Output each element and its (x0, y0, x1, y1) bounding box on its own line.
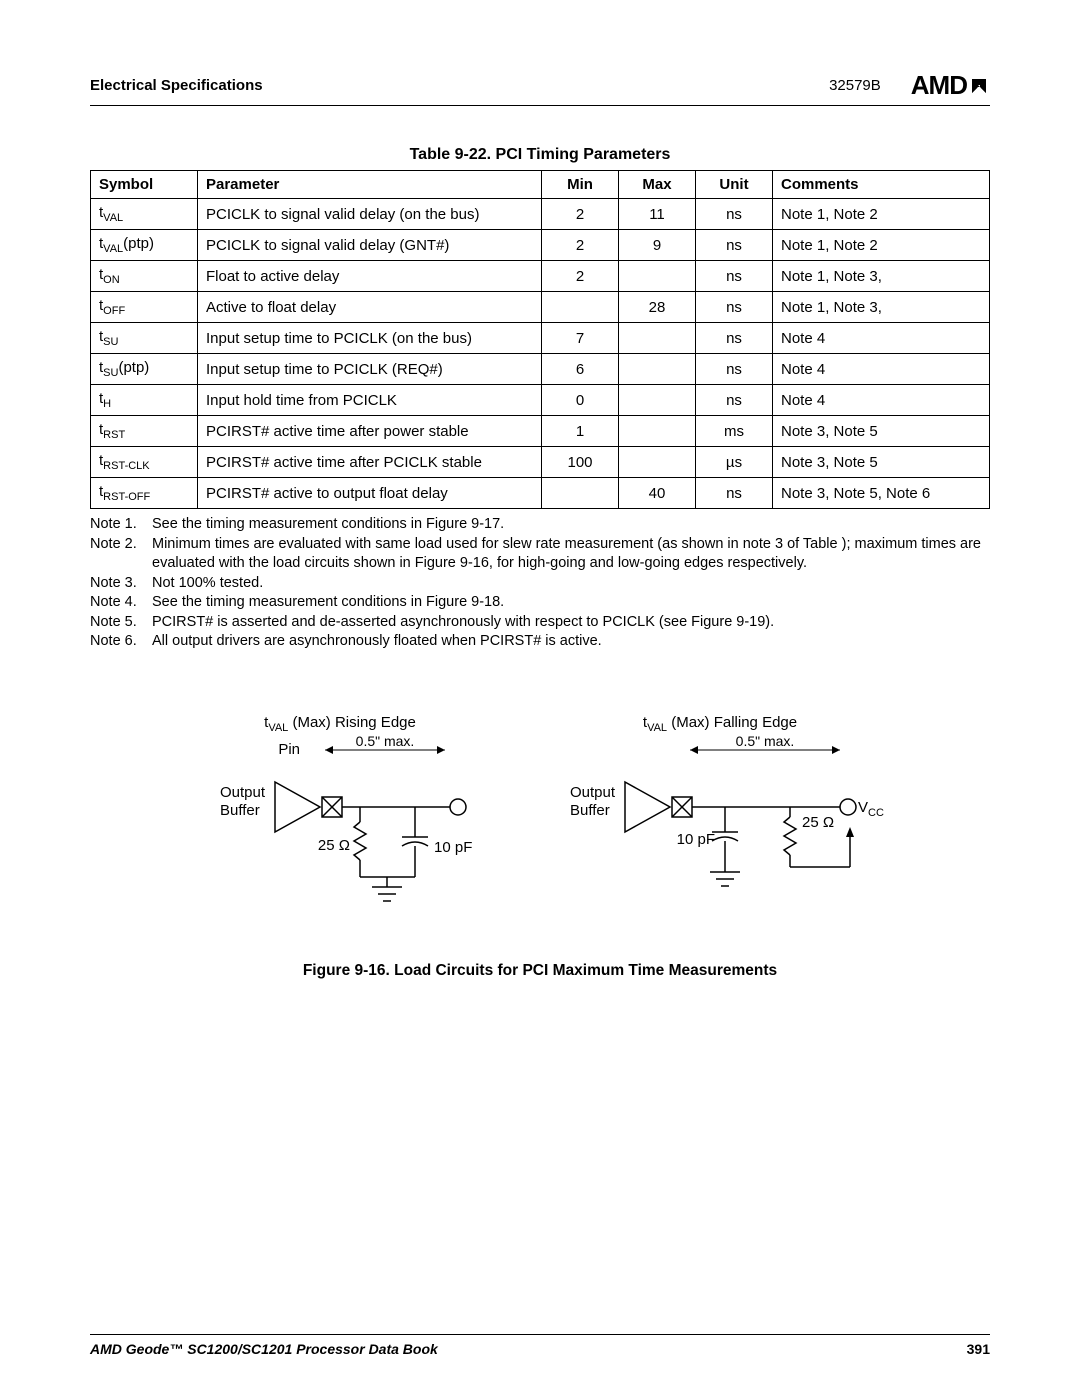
col-unit: Unit (696, 171, 773, 199)
footer-book-title: AMD Geode™ SC1200/SC1201 Processor Data … (90, 1341, 438, 1357)
note-row: Note 5.PCIRST# is asserted and de-assert… (90, 613, 990, 633)
note-row: Note 6.All output drivers are asynchrono… (90, 632, 990, 652)
svg-text:0.5" max.: 0.5" max. (356, 733, 415, 749)
table-row: tHInput hold time from PCICLK0nsNote 4 (91, 385, 990, 416)
svg-text:Pin: Pin (278, 741, 300, 758)
svg-text:0.5" max.: 0.5" max. (736, 733, 795, 749)
col-parameter: Parameter (198, 171, 542, 199)
circuit-left: tVAL (Max) Rising Edge Pin 0.5" max. Out… (190, 712, 490, 932)
pci-timing-table: Symbol Parameter Min Max Unit Comments t… (90, 170, 990, 509)
col-max: Max (619, 171, 696, 199)
svg-text:OutputBuffer: OutputBuffer (220, 784, 266, 819)
table-row: tRSTPCIRST# active time after power stab… (91, 416, 990, 447)
page-header: Electrical Specifications 32579B AMD (90, 70, 990, 106)
table-row: tRST-CLKPCIRST# active time after PCICLK… (91, 447, 990, 478)
figure-caption: Figure 9-16. Load Circuits for PCI Maxim… (90, 962, 990, 980)
table-row: tVALPCICLK to signal valid delay (on the… (91, 199, 990, 230)
table-row: tONFloat to active delay2nsNote 1, Note … (91, 261, 990, 292)
table-row: tVAL(ptp)PCICLK to signal valid delay (G… (91, 230, 990, 261)
table-notes: Note 1.See the timing measurement condit… (90, 515, 990, 652)
note-row: Note 2.Minimum times are evaluated with … (90, 535, 990, 574)
footer-page-number: 391 (967, 1341, 990, 1357)
circuit-right: tVAL (Max) Falling Edge 0.5" max. Output… (550, 712, 890, 932)
svg-text:tVAL (Max) Falling Edge: tVAL (Max) Falling Edge (643, 714, 797, 734)
svg-text:10 pF: 10 pF (677, 831, 715, 848)
note-row: Note 1.See the timing measurement condit… (90, 515, 990, 535)
table-title: Table 9-22. PCI Timing Parameters (90, 146, 990, 164)
table-row: tSUInput setup time to PCICLK (on the bu… (91, 323, 990, 354)
svg-text:25 Ω: 25 Ω (318, 837, 350, 854)
amd-arrow-icon (968, 75, 990, 97)
svg-text:25 Ω: 25 Ω (802, 814, 834, 831)
svg-text:VCC: VCC (858, 799, 884, 819)
table-row: tOFFActive to float delay28nsNote 1, Not… (91, 292, 990, 323)
svg-text:10 pF: 10 pF (434, 839, 472, 856)
col-symbol: Symbol (91, 171, 198, 199)
note-row: Note 3.Not 100% tested. (90, 574, 990, 594)
col-min: Min (542, 171, 619, 199)
page-footer: AMD Geode™ SC1200/SC1201 Processor Data … (90, 1334, 990, 1357)
figure-area: tVAL (Max) Rising Edge Pin 0.5" max. Out… (90, 712, 990, 932)
header-docnum: 32579B (829, 77, 881, 94)
table-row: tRST-OFFPCIRST# active to output float d… (91, 478, 990, 509)
svg-text:tVAL (Max) Rising Edge: tVAL (Max) Rising Edge (264, 714, 416, 734)
note-row: Note 4.See the timing measurement condit… (90, 593, 990, 613)
header-section-title: Electrical Specifications (90, 77, 263, 94)
col-comments: Comments (773, 171, 990, 199)
svg-text:OutputBuffer: OutputBuffer (570, 784, 616, 819)
table-row: tSU(ptp)Input setup time to PCICLK (REQ#… (91, 354, 990, 385)
amd-logo: AMD (911, 70, 990, 101)
